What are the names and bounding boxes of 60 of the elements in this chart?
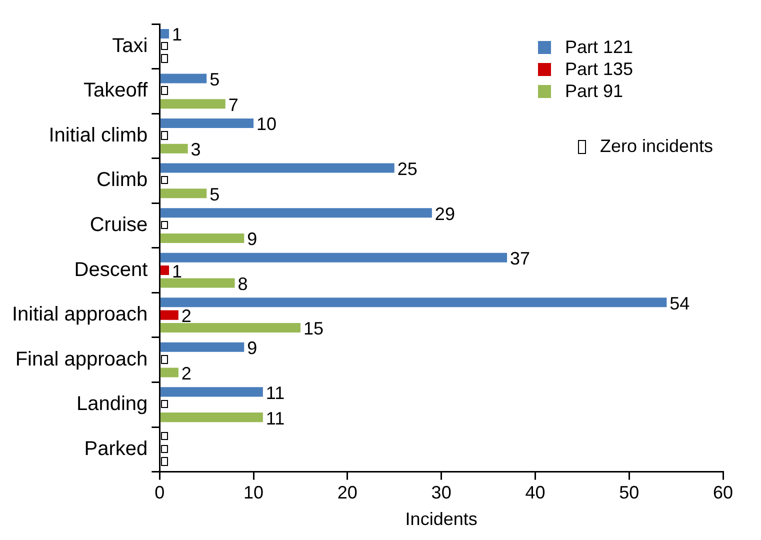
y-tick-label: Initial climb: [48, 124, 148, 146]
data-label: 9: [247, 338, 258, 358]
x-tick-label: 20: [337, 482, 358, 503]
bar: [160, 298, 667, 308]
data-label: 9: [247, 229, 258, 250]
data-label: 25: [397, 159, 418, 180]
x-tick-label: 10: [244, 482, 264, 503]
bar: [160, 387, 263, 397]
x-tick-label: 50: [619, 482, 640, 503]
x-tick-label: 60: [712, 482, 734, 503]
y-tick-label: Climb: [96, 169, 148, 192]
bar: [160, 188, 207, 198]
data-label: 5: [210, 184, 220, 204]
data-label: 8: [238, 274, 248, 294]
data-label: 1: [172, 261, 182, 282]
x-tick-label: 40: [525, 482, 546, 503]
x-tick-label: 0: [154, 482, 165, 503]
bar: [160, 368, 178, 378]
x-tick-label: 30: [431, 482, 452, 503]
data-label: 10: [256, 114, 277, 134]
y-tick-label: Parked: [84, 438, 148, 460]
y-tick-label: Cruise: [90, 214, 148, 236]
data-label: 2: [181, 306, 192, 326]
bar: [160, 233, 244, 243]
bar: [160, 208, 432, 218]
data-label: 7: [228, 94, 238, 115]
data-label: 37: [510, 248, 530, 269]
bar: [160, 118, 254, 128]
legend-label: Part 91: [565, 80, 624, 102]
data-label: 2: [181, 364, 192, 384]
bar: [160, 323, 300, 333]
bar: [160, 163, 394, 173]
y-tick-label: Taxi: [112, 34, 148, 57]
y-tick-label: Takeoff: [84, 80, 148, 102]
y-tick-label: Initial approach: [12, 304, 148, 326]
x-axis-title: Incidents: [405, 509, 478, 530]
legend-label: Part 121: [565, 36, 634, 58]
data-label: 15: [303, 318, 324, 339]
bar: [160, 278, 235, 288]
legend-label: Part 135: [565, 58, 634, 80]
data-label: 29: [434, 204, 455, 224]
data-label: 54: [670, 293, 690, 314]
bar: [160, 342, 244, 352]
bar: [160, 252, 508, 262]
data-label: 1: [172, 24, 182, 45]
bar: [160, 412, 263, 422]
y-tick-label: Landing: [76, 393, 148, 416]
bar: [160, 28, 170, 38]
data-label: 11: [266, 408, 285, 428]
y-tick-label: Final approach: [15, 348, 148, 370]
data-label: 11: [266, 382, 285, 403]
annotation: Zero incidents: [600, 136, 714, 157]
data-label: 5: [210, 69, 220, 90]
bar: [160, 74, 207, 84]
data-label: 3: [190, 140, 201, 160]
bar: [160, 144, 188, 154]
bar: [160, 99, 226, 109]
bar: [160, 266, 170, 276]
y-tick-label: Descent: [74, 258, 148, 281]
bar: [160, 310, 178, 320]
